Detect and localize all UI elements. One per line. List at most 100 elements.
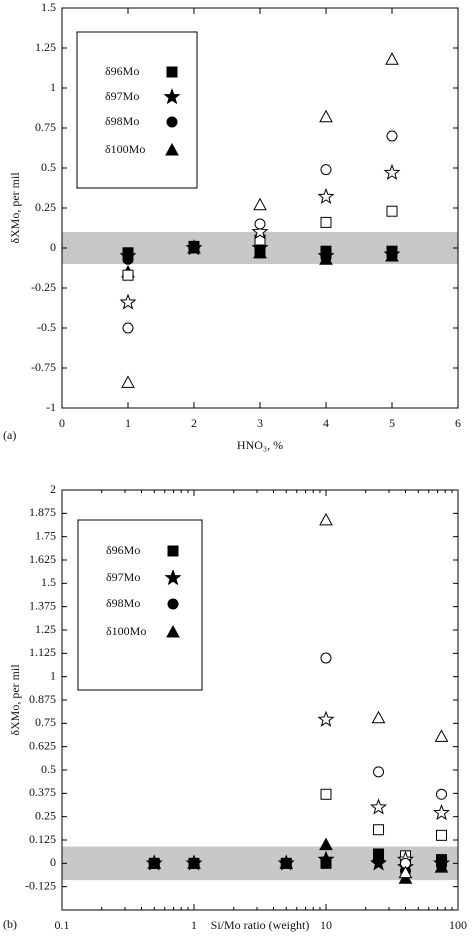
y-tick-label: 0.125 bbox=[29, 832, 56, 846]
marker-triangle bbox=[165, 142, 179, 156]
marker-square bbox=[386, 205, 398, 217]
legend-box bbox=[77, 519, 203, 691]
marker-triangle bbox=[253, 245, 267, 259]
marker-circle bbox=[167, 598, 179, 610]
marker-triangle bbox=[434, 729, 449, 742]
marker-square bbox=[436, 829, 448, 841]
marker-triangle bbox=[371, 848, 386, 862]
panel-label: (b) bbox=[3, 917, 17, 931]
marker-circle bbox=[386, 130, 398, 142]
y-tick-label: 0.25 bbox=[35, 808, 56, 822]
x-tick-label: 3 bbox=[257, 416, 263, 430]
y-tick-label: 1.375 bbox=[29, 598, 56, 612]
y-tick-label: 1.25 bbox=[35, 622, 56, 636]
y-tick-label: -0.75 bbox=[31, 360, 56, 374]
legend-label: δ100Mo bbox=[105, 142, 145, 156]
y-tick-label: 1.75 bbox=[35, 528, 56, 542]
y-tick-label: 0 bbox=[50, 240, 56, 254]
legend-box bbox=[76, 31, 198, 189]
y-tick-label: 0.625 bbox=[29, 738, 56, 752]
x-tick-label: 4 bbox=[323, 416, 329, 430]
x-tick-label: 5 bbox=[389, 416, 395, 430]
marker-triangle bbox=[434, 860, 449, 873]
marker-star bbox=[370, 798, 388, 815]
y-axis-label: δXMo, per mil bbox=[8, 664, 22, 736]
y-tick-label: 1.25 bbox=[35, 40, 56, 54]
y-tick-label: -0.25 bbox=[31, 280, 56, 294]
legend-label: δ97Mo bbox=[106, 570, 140, 584]
marker-circle bbox=[122, 253, 134, 265]
y-tick-label: 0.875 bbox=[29, 692, 56, 706]
tolerance-band bbox=[62, 846, 458, 881]
marker-circle bbox=[254, 218, 266, 230]
y-tick-label: 2 bbox=[50, 482, 56, 496]
marker-triangle bbox=[166, 624, 180, 638]
y-tick-label: 1 bbox=[50, 80, 56, 94]
marker-triangle bbox=[253, 197, 267, 211]
x-tick-label: 100 bbox=[449, 918, 467, 932]
y-tick-label: -0.5 bbox=[37, 320, 56, 334]
marker-circle bbox=[166, 116, 178, 128]
y-tick-label: 0.25 bbox=[35, 200, 56, 214]
plot-frame bbox=[61, 7, 459, 409]
y-tick-label: 1.5 bbox=[41, 0, 56, 14]
y-tick-label: 0.75 bbox=[35, 715, 56, 729]
plot-frame bbox=[61, 489, 459, 911]
x-tick-label: 1 bbox=[191, 918, 197, 932]
y-tick-label: 0 bbox=[50, 855, 56, 869]
y-tick-label: 1 bbox=[50, 668, 56, 682]
y-tick-label: 0.375 bbox=[29, 785, 56, 799]
marker-circle bbox=[320, 652, 332, 664]
marker-triangle bbox=[279, 856, 294, 869]
x-axis-label: HNO₃, % bbox=[237, 438, 283, 452]
y-tick-label: 1.625 bbox=[29, 552, 56, 566]
marker-triangle bbox=[398, 865, 413, 879]
y-tick-label: -0.125 bbox=[25, 878, 56, 892]
legend-label: δ98Mo bbox=[105, 114, 139, 128]
legend-label: δ98Mo bbox=[106, 596, 140, 610]
marker-star bbox=[433, 804, 450, 821]
y-tick-label: 0.5 bbox=[41, 762, 56, 776]
y-axis-label: δXMo, per mil bbox=[8, 172, 22, 244]
marker-triangle bbox=[371, 710, 386, 724]
marker-triangle bbox=[147, 856, 162, 869]
x-tick-label: 2 bbox=[191, 416, 197, 430]
marker-star bbox=[119, 293, 137, 310]
marker-star bbox=[251, 223, 269, 240]
y-tick-label: 1.875 bbox=[29, 505, 56, 519]
y-tick-label: 1.125 bbox=[29, 645, 56, 659]
marker-triangle bbox=[187, 856, 201, 869]
marker-star bbox=[317, 710, 335, 727]
marker-triangle bbox=[319, 512, 333, 526]
marker-triangle bbox=[385, 248, 399, 262]
x-tick-label: 1 bbox=[125, 416, 131, 430]
marker-star bbox=[383, 163, 401, 181]
marker-circle bbox=[436, 788, 448, 800]
marker-circle bbox=[373, 766, 385, 778]
marker-star bbox=[164, 569, 182, 586]
marker-triangle bbox=[187, 240, 201, 254]
x-axis-label: Si/Mo ratio (weight) bbox=[211, 918, 310, 932]
legend-label: δ97Mo bbox=[105, 89, 139, 103]
legend-label: δ96Mo bbox=[106, 543, 140, 557]
y-tick-label: -1 bbox=[46, 400, 56, 414]
y-tick-label: 0.75 bbox=[35, 120, 56, 134]
marker-star bbox=[163, 88, 181, 105]
marker-star bbox=[317, 187, 335, 205]
panel-label: (a) bbox=[3, 428, 16, 442]
marker-square bbox=[122, 269, 134, 281]
marker-triangle bbox=[385, 52, 399, 65]
y-tick-label: 0.5 bbox=[41, 160, 56, 174]
legend-label: δ100Mo bbox=[106, 624, 146, 638]
x-tick-label: 0 bbox=[59, 416, 65, 430]
marker-triangle bbox=[121, 375, 135, 388]
marker-circle bbox=[320, 164, 332, 176]
x-tick-label: 0.1 bbox=[55, 918, 70, 932]
marker-triangle bbox=[319, 109, 333, 123]
marker-square bbox=[320, 788, 332, 800]
marker-square bbox=[320, 216, 332, 228]
marker-circle bbox=[122, 322, 134, 334]
x-tick-label: 10 bbox=[320, 918, 332, 932]
marker-square bbox=[167, 545, 179, 557]
